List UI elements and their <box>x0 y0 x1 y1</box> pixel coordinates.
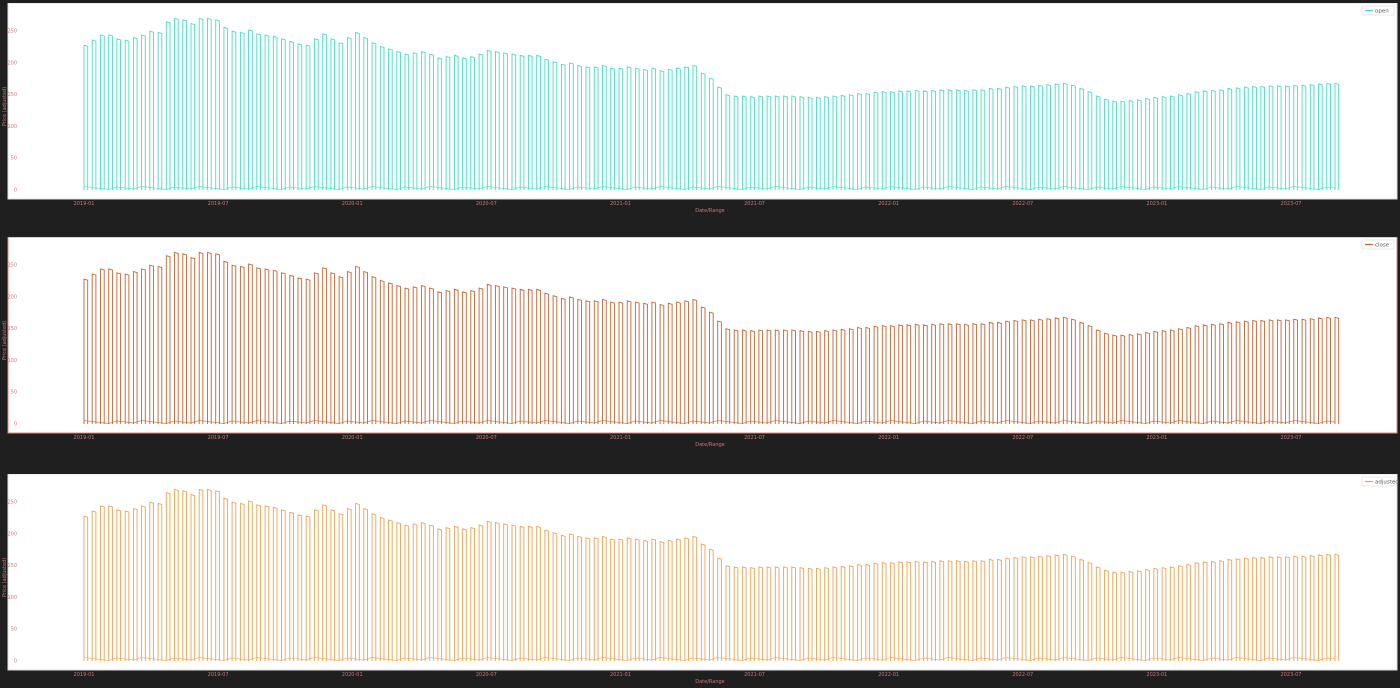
y-tick-label: 200 <box>7 294 17 300</box>
y-tick-label: 50 <box>11 390 17 396</box>
chart-close: 0 50 100 150 200 250 Price (adjusted) 2019-01 20… <box>2 237 1398 448</box>
x-tick-label: 2019-01 <box>74 201 95 207</box>
x-tick-label: 2023-01 <box>1146 201 1167 207</box>
x-tick-label: 2022-07 <box>1012 672 1033 678</box>
chart-open: 0 50 100 150 200 250 Price (adjusted) 2019-01 20… <box>2 3 1398 214</box>
x-tick-label: 2021-07 <box>744 435 765 441</box>
y-tick-label: 200 <box>7 531 17 537</box>
x-tick-label: 2021-01 <box>610 672 631 678</box>
y-tick-label: 0 <box>14 422 17 428</box>
y-tick-label: 150 <box>7 563 17 569</box>
x-tick-label: 2023-07 <box>1281 672 1302 678</box>
x-tick-label: 2021-01 <box>610 435 631 441</box>
chart-panel-open: 0 50 100 150 200 250 Price (adjusted) 2019-01 20… <box>0 3 1400 215</box>
y-tick-label: 150 <box>7 92 17 98</box>
x-tick-label: 2023-07 <box>1281 435 1302 441</box>
legend: open <box>1361 5 1395 16</box>
x-tick-label: 2020-01 <box>342 201 363 207</box>
y-tick-label: 250 <box>7 263 17 269</box>
x-tick-label: 2023-01 <box>1146 672 1167 678</box>
y-tick-label: 250 <box>7 29 17 35</box>
series-baseline <box>83 186 1336 190</box>
x-tick-label: 2023-01 <box>1146 435 1167 441</box>
series-baseline <box>83 657 1336 661</box>
x-tick-label: 2019-07 <box>208 201 229 207</box>
series-open <box>83 17 1340 190</box>
y-tick-label: 100 <box>7 595 17 601</box>
x-axis-label: Date/Range <box>695 442 724 448</box>
x-tick-label: 2020-01 <box>342 672 363 678</box>
chart-adjusted: 0 50 100 150 200 250 Price (adjusted) 2019-01 20… <box>2 474 1399 685</box>
y-axis-label: Price (adjusted) <box>2 87 8 126</box>
legend-label: adjusted <box>1375 480 1399 486</box>
x-tick-label: 2022-01 <box>878 672 899 678</box>
legend-label: open <box>1375 9 1389 15</box>
legend-label: close <box>1375 243 1390 249</box>
chart-panel-close: 0 50 100 150 200 250 Price (adjusted) 2019-01 20… <box>0 237 1400 449</box>
x-axis-label: Date/Range <box>695 208 724 214</box>
legend: adjusted <box>1361 476 1399 487</box>
series-line <box>83 251 1340 424</box>
plot-area <box>7 3 1398 200</box>
y-tick-label: 100 <box>7 358 17 364</box>
x-tick-label: 2019-01 <box>74 672 95 678</box>
x-tick-label: 2022-07 <box>1012 435 1033 441</box>
plot-area <box>7 237 1398 434</box>
x-tick-label: 2019-07 <box>208 435 229 441</box>
series-close <box>83 251 1340 424</box>
y-tick-label: 50 <box>11 627 17 633</box>
x-tick-label: 2021-07 <box>744 201 765 207</box>
y-axis-label: Price (adjusted) <box>2 558 8 597</box>
series-baseline <box>83 420 1336 424</box>
x-tick-label: 2021-07 <box>744 672 765 678</box>
x-tick-label: 2022-07 <box>1012 201 1033 207</box>
y-tick-label: 150 <box>7 326 17 332</box>
plot-area <box>7 474 1398 671</box>
x-tick-label: 2022-01 <box>878 435 899 441</box>
series-line <box>83 17 1340 190</box>
y-tick-label: 250 <box>7 500 17 506</box>
legend-box <box>1361 5 1395 16</box>
x-tick-label: 2023-07 <box>1281 201 1302 207</box>
x-tick-label: 2020-01 <box>342 435 363 441</box>
x-tick-label: 2020-07 <box>476 201 497 207</box>
y-tick-label: 0 <box>14 659 17 665</box>
x-tick-label: 2019-01 <box>74 435 95 441</box>
legend-box <box>1361 476 1395 487</box>
chart-panel-adjusted: 0 50 100 150 200 250 Price (adjusted) 2019-01 20… <box>0 474 1400 686</box>
x-tick-label: 2020-07 <box>476 672 497 678</box>
x-tick-label: 2022-01 <box>878 201 899 207</box>
x-tick-label: 2019-07 <box>208 672 229 678</box>
y-tick-label: 50 <box>11 156 17 162</box>
y-tick-label: 200 <box>7 60 17 66</box>
series-line <box>83 488 1340 661</box>
x-tick-label: 2020-07 <box>476 435 497 441</box>
legend-box <box>1361 239 1395 250</box>
y-tick-label: 0 <box>14 188 17 194</box>
legend: close <box>1361 239 1395 250</box>
x-tick-label: 2021-01 <box>610 201 631 207</box>
y-tick-label: 100 <box>7 124 17 130</box>
series-adjusted <box>83 488 1340 661</box>
y-axis-label: Price (adjusted) <box>2 321 8 360</box>
x-axis-label: Date/Range <box>695 679 724 685</box>
